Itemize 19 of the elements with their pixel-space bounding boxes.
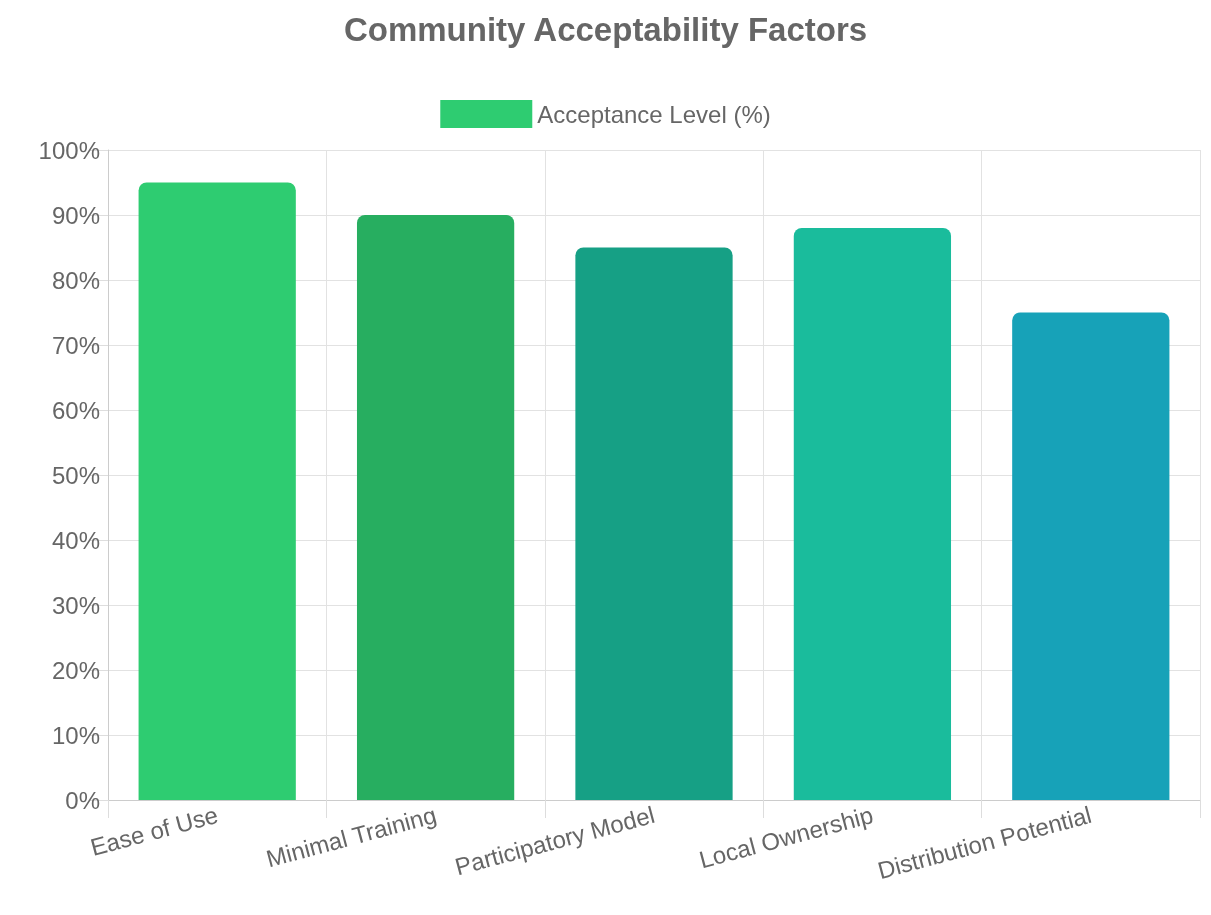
- y-tick-label: 40%: [51, 526, 100, 554]
- y-tick-label: 20%: [51, 656, 100, 684]
- y-tick-label: 80%: [51, 266, 100, 294]
- y-tick-label: 70%: [51, 331, 100, 359]
- bar: [356, 215, 515, 800]
- y-tick-label: 0%: [65, 786, 100, 814]
- bar: [575, 247, 733, 800]
- y-tick-label: 30%: [51, 591, 100, 619]
- y-tick-label: 50%: [51, 461, 100, 489]
- legend-label: Acceptance Level (%): [537, 100, 771, 128]
- bar: [138, 182, 296, 800]
- y-tick-label: 10%: [51, 721, 100, 749]
- bar: [1012, 312, 1170, 800]
- y-tick-label: 100%: [38, 136, 100, 164]
- bar: [793, 228, 952, 800]
- y-tick-label: 60%: [51, 396, 100, 424]
- x-tick-label: Minimal Training: [263, 800, 440, 873]
- chart-title: Community Acceptability Factors: [343, 11, 868, 48]
- y-tick-label: 90%: [51, 201, 100, 229]
